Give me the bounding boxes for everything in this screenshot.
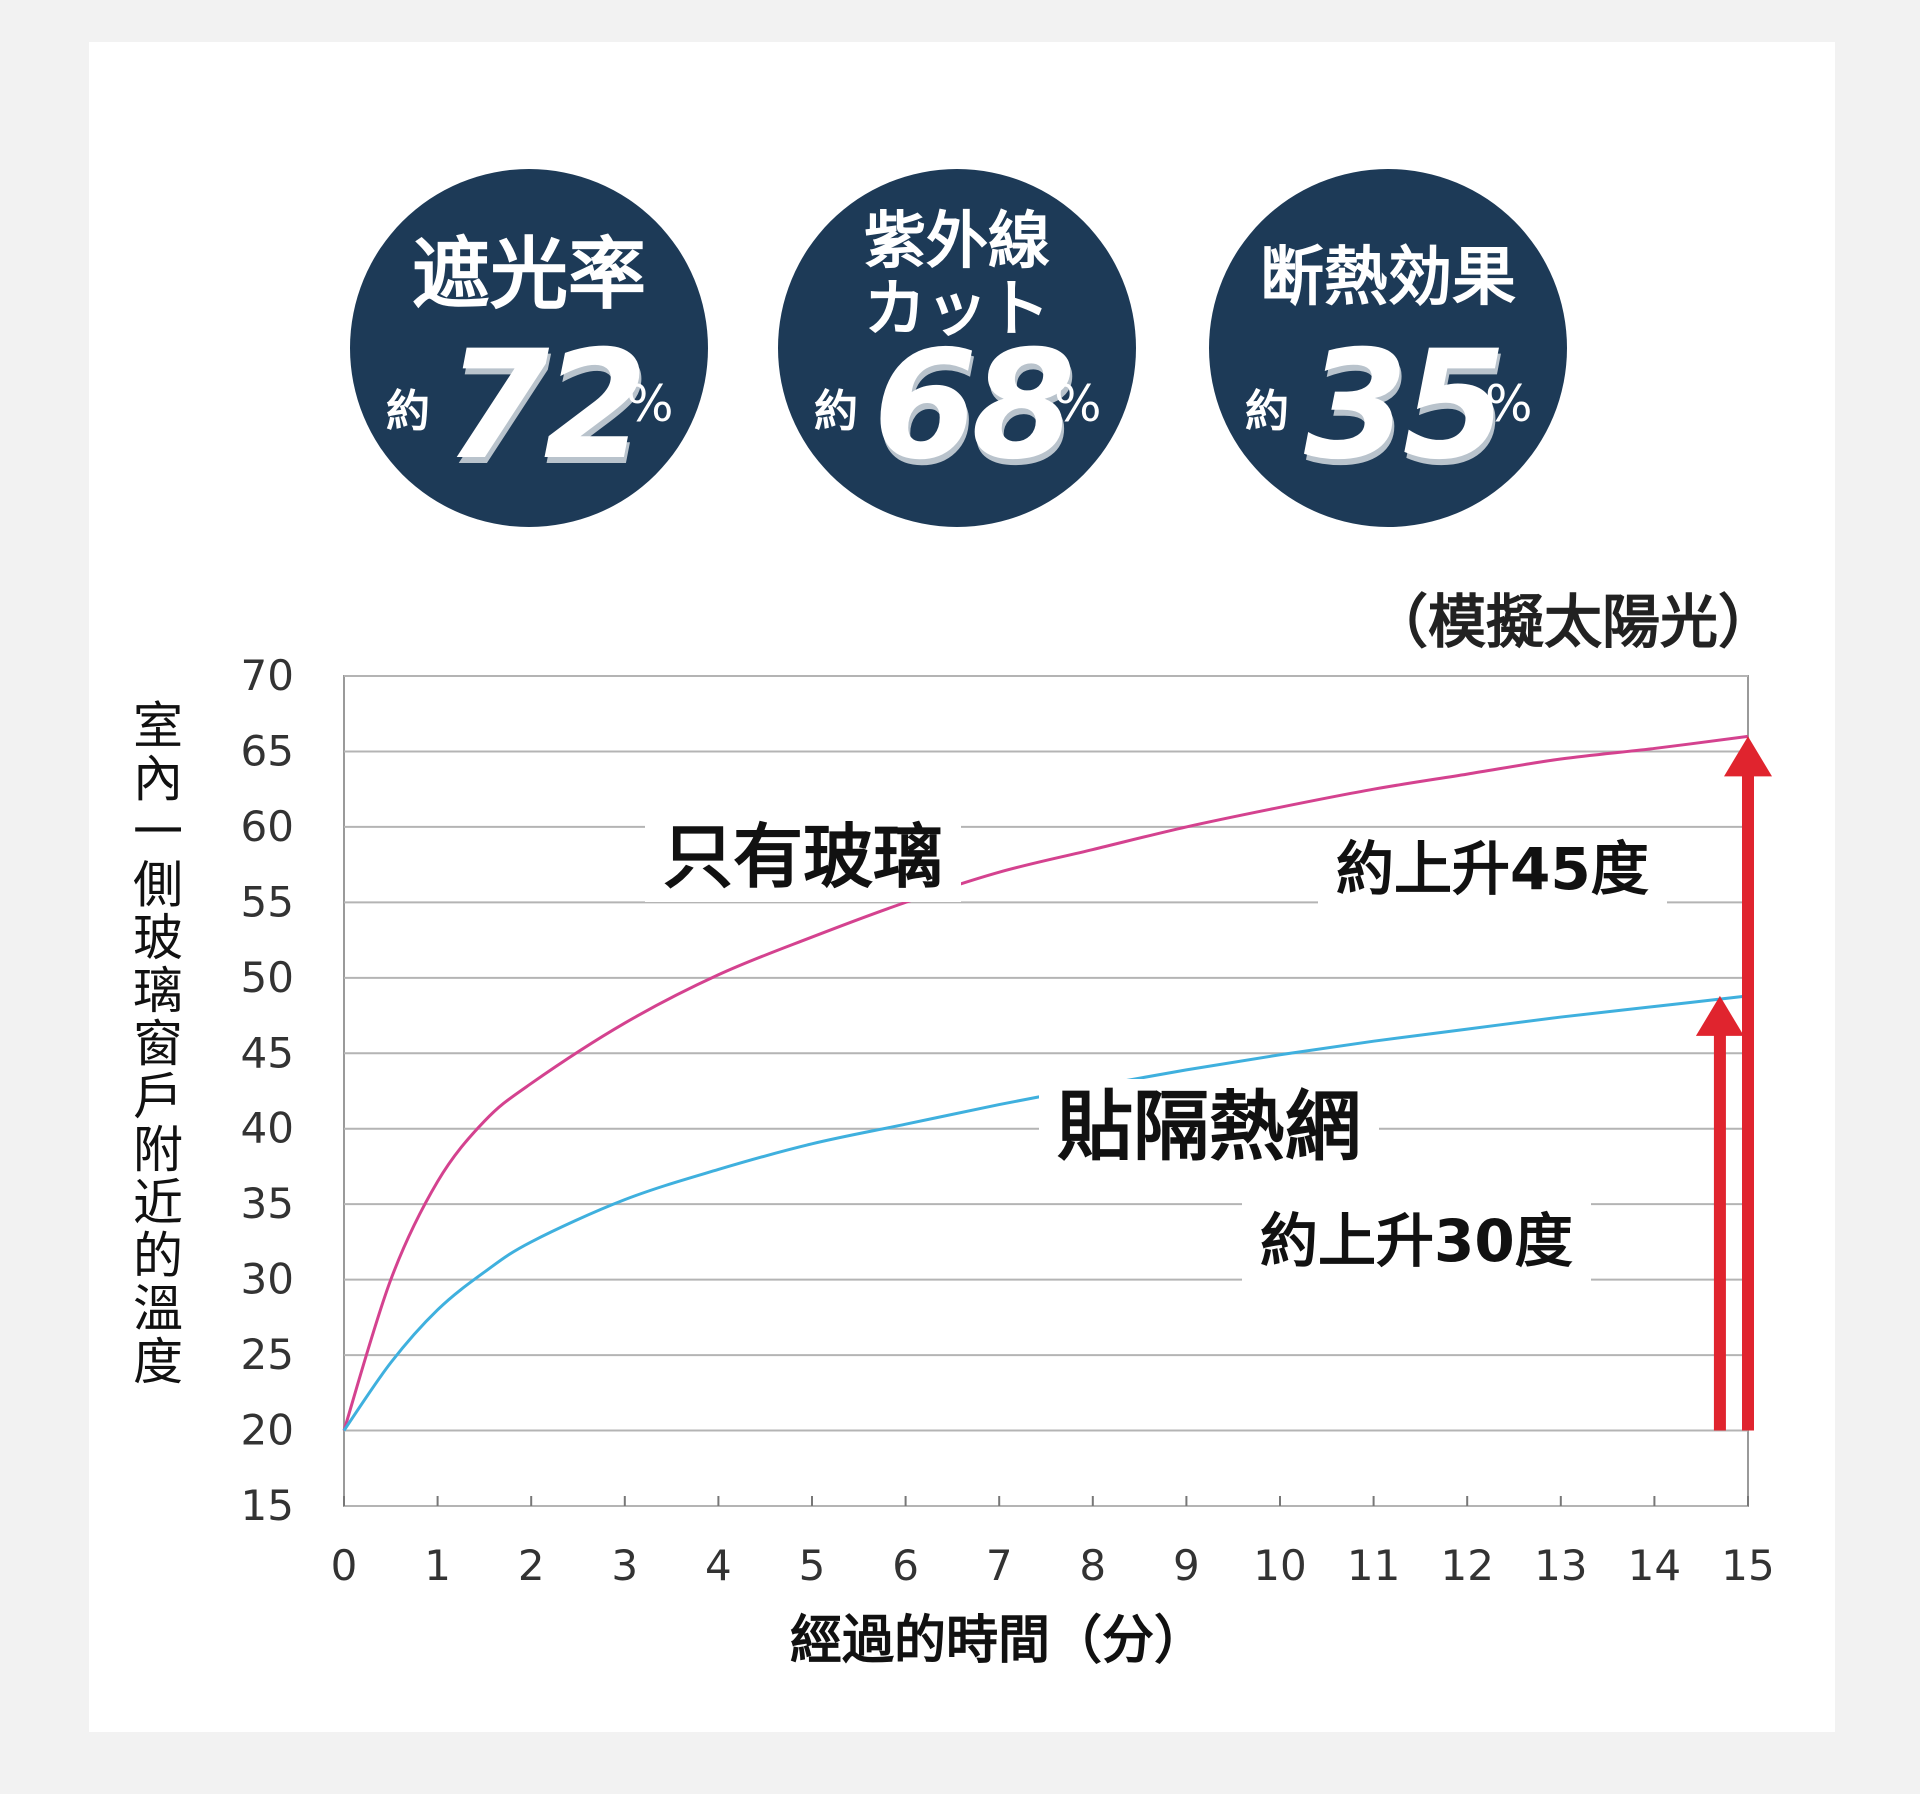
x-axis-title: 經過的時間（分） — [790, 1611, 1207, 1671]
series-label-glass: 只有玻璃 — [645, 812, 961, 902]
x-tick-label: 6 — [892, 1541, 919, 1590]
x-tick-label: 15 — [1721, 1541, 1774, 1590]
y-tick-label: 45 — [241, 1028, 294, 1077]
rise-arrow-head — [1695, 995, 1744, 1036]
x-tick-label: 7 — [986, 1541, 1013, 1590]
x-tick-label: 5 — [799, 1541, 826, 1590]
badge-prefix: 約 — [1245, 386, 1289, 437]
badge-insulation-effect: 断熱効果 約 35 % — [1209, 169, 1567, 527]
x-tick-label: 14 — [1628, 1541, 1681, 1590]
rise-arrow-head — [1724, 736, 1772, 777]
badge-prefix: 約 — [386, 386, 430, 437]
x-tick-label: 10 — [1253, 1541, 1306, 1590]
y-tick-label: 35 — [241, 1179, 294, 1228]
y-tick-label: 55 — [241, 877, 294, 926]
x-tick-label: 8 — [1079, 1541, 1106, 1590]
x-tick-label: 12 — [1440, 1541, 1493, 1590]
y-tick-label: 50 — [241, 953, 294, 1002]
badge-shading-rate: 遮光率 約 72 % — [350, 169, 708, 527]
annotation-rise-45: 約上升45度 — [1318, 828, 1667, 910]
badge-prefix: 約 — [814, 386, 858, 437]
chart-subtitle: （模擬太陽光） — [1370, 588, 1777, 656]
x-tick-label: 9 — [1173, 1541, 1200, 1590]
badge-title: 遮光率 — [411, 230, 646, 320]
y-tick-label: 70 — [241, 651, 294, 700]
y-tick-label: 60 — [241, 802, 294, 851]
x-tick-label: 0 — [331, 1541, 358, 1590]
badge-value: 68 — [873, 319, 1076, 493]
badge-title: 紫外線 カット — [863, 204, 1050, 346]
x-tick-label: 4 — [705, 1541, 732, 1590]
x-tick-label: 13 — [1534, 1541, 1587, 1590]
badge-value: 72 — [445, 319, 648, 493]
badge-unit: % — [1485, 375, 1533, 433]
badge-unit: % — [626, 375, 674, 433]
x-tick-label: 11 — [1347, 1541, 1400, 1590]
y-tick-label: 30 — [241, 1255, 294, 1304]
y-tick-label: 65 — [241, 726, 294, 775]
y-tick-label: 25 — [241, 1330, 294, 1379]
series-line-film — [342, 994, 1749, 1432]
y-tick-label: 20 — [241, 1406, 294, 1455]
badge-title: 断熱効果 — [1260, 241, 1516, 315]
y-tick-label: 15 — [241, 1481, 294, 1530]
series-label-film: 貼隔熱網 — [1039, 1079, 1379, 1175]
badge-value: 35 — [1304, 319, 1507, 493]
y-tick-label: 40 — [241, 1104, 294, 1153]
badge-unit: % — [1054, 375, 1102, 433]
y-axis-title: 室內一側玻璃窗戶附近的溫度 — [133, 697, 183, 1391]
x-tick-label: 1 — [424, 1541, 451, 1590]
badge-uv-cut: 紫外線 カット 約 68 % — [778, 169, 1136, 527]
annotation-rise-30: 約上升30度 — [1242, 1200, 1591, 1282]
x-tick-label: 3 — [611, 1541, 638, 1590]
x-tick-label: 2 — [518, 1541, 545, 1590]
